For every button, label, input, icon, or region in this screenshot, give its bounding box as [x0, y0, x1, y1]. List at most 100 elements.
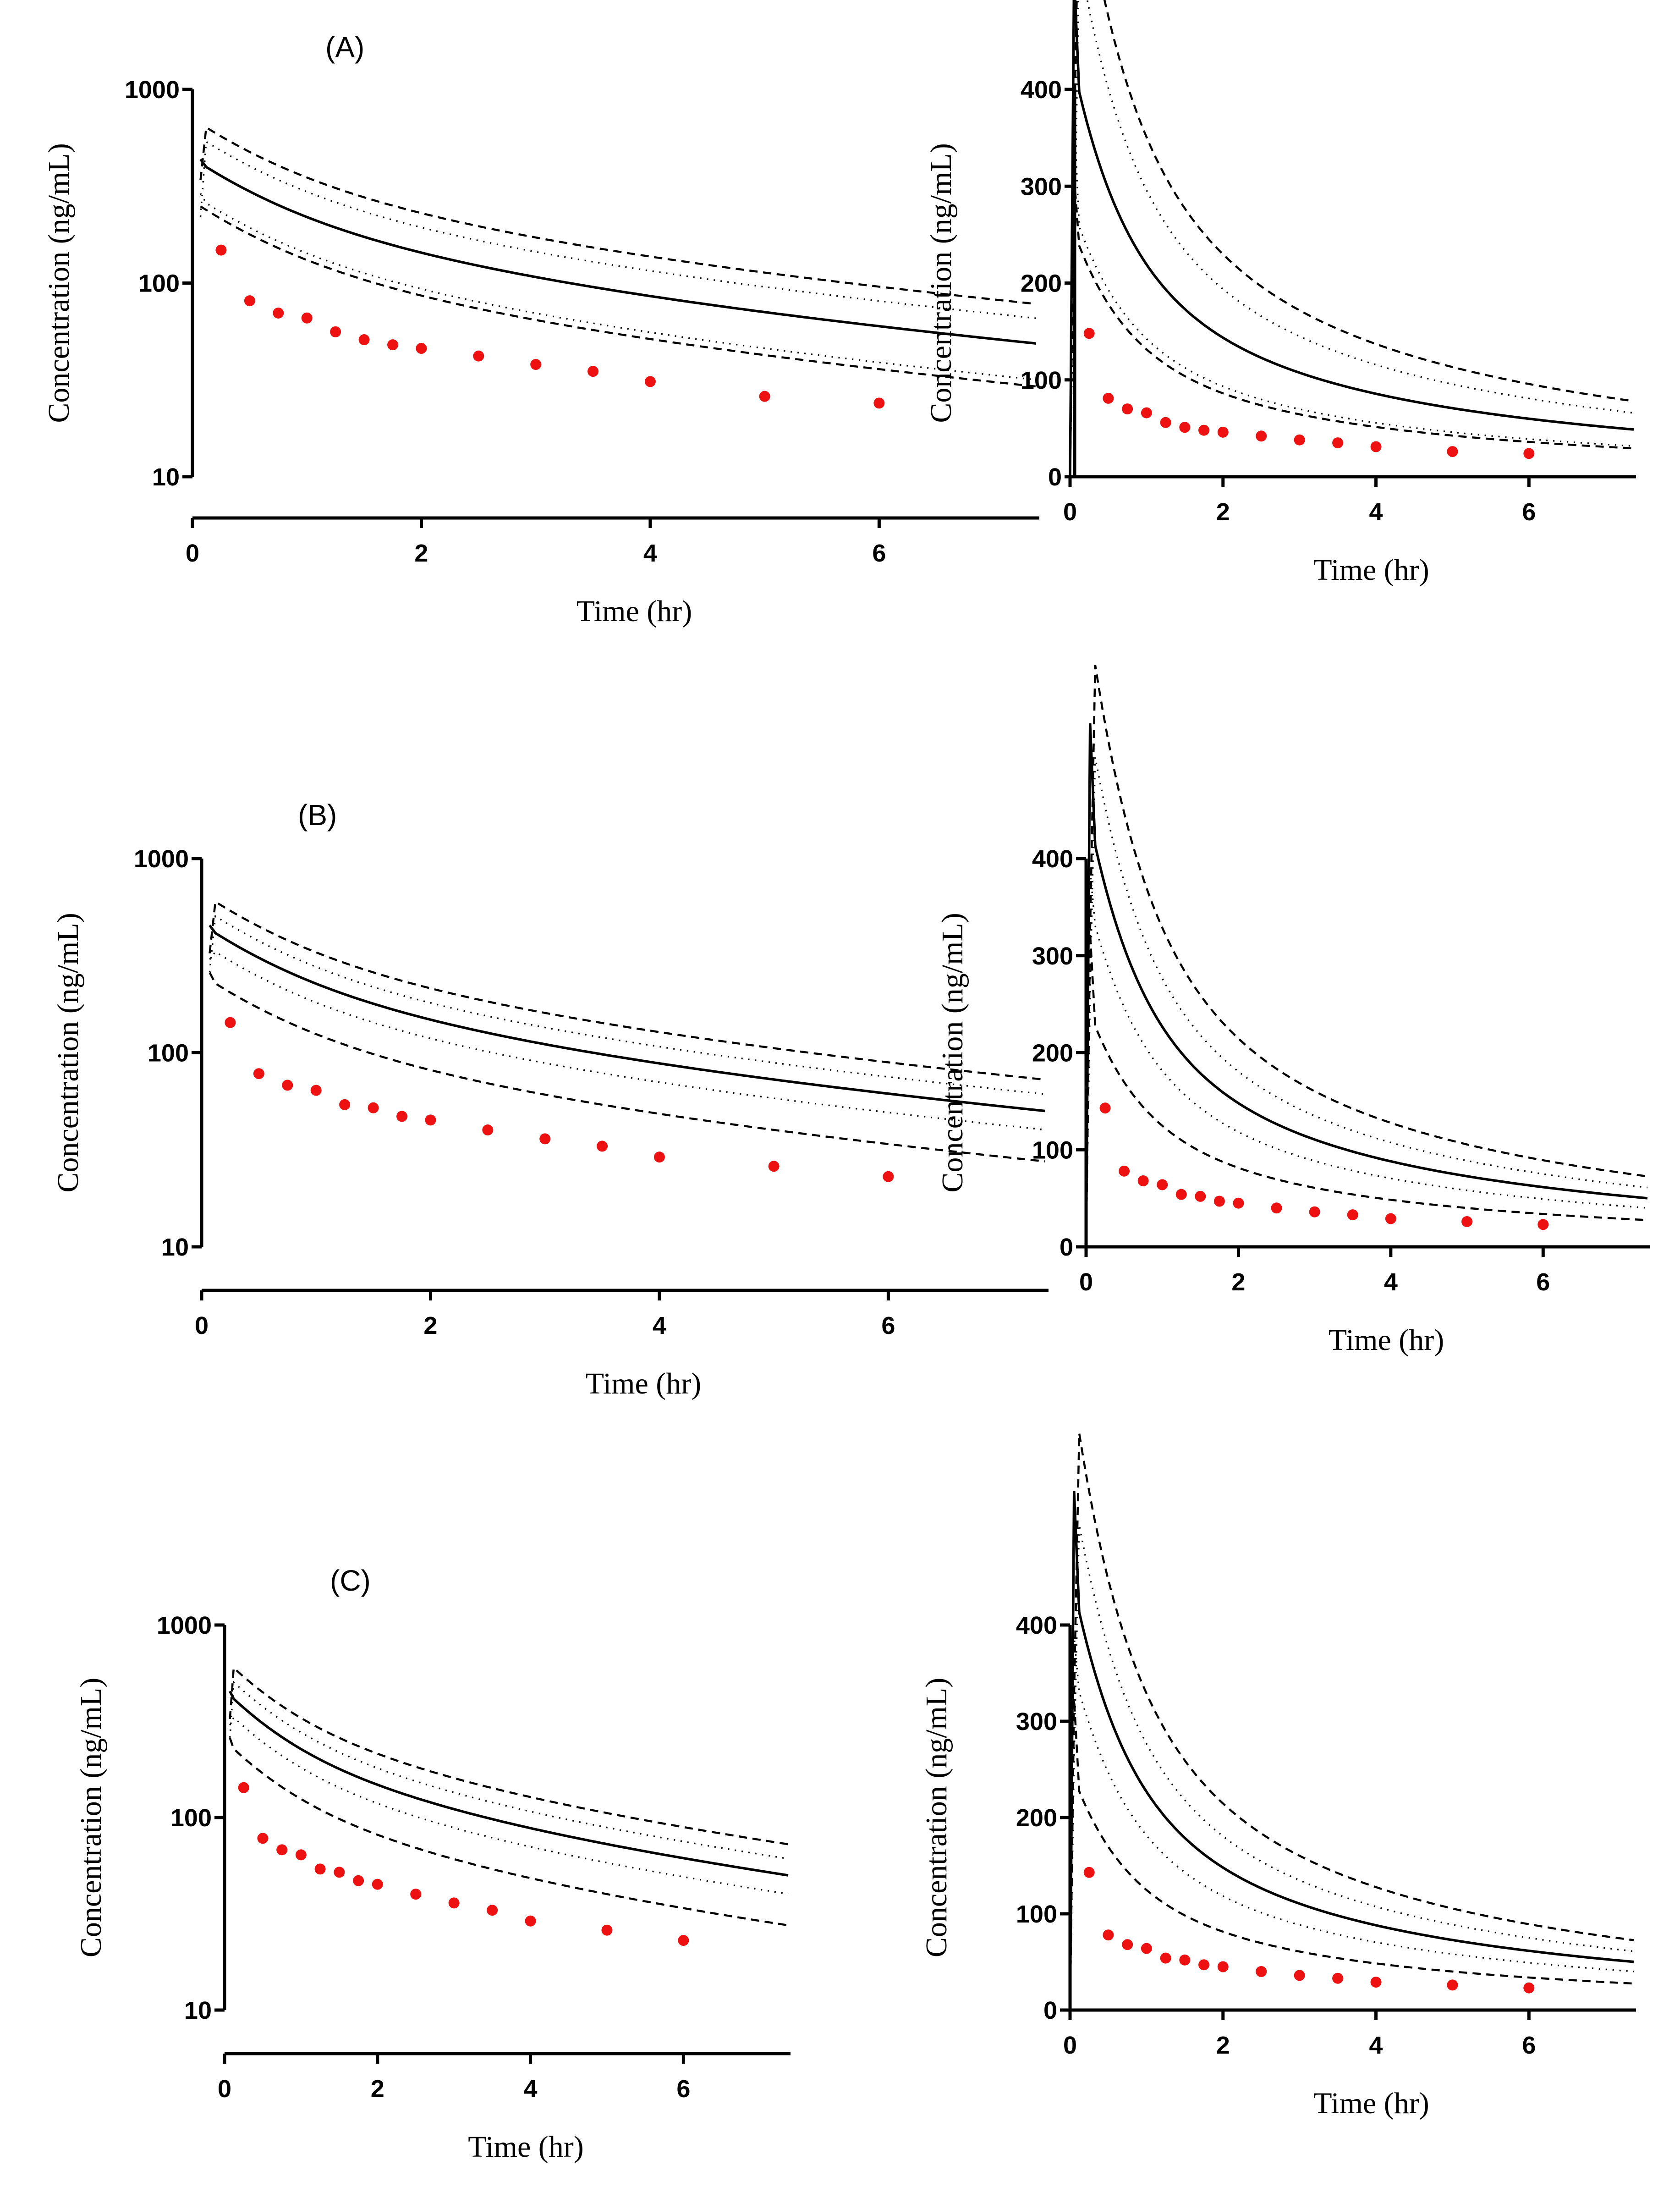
inner-upper-curve	[229, 1680, 789, 1860]
observed-point	[244, 295, 255, 307]
y-tick-label: 100	[170, 1804, 212, 1832]
observed-point	[1103, 1929, 1114, 1941]
observed-point	[1523, 448, 1535, 459]
x-tick-label: 6	[881, 1312, 895, 1339]
observed-point	[644, 376, 656, 387]
outer-lower-curve	[1085, 932, 1648, 1247]
observed-point	[1198, 424, 1210, 436]
observed-point	[1099, 1102, 1111, 1114]
observed-point	[1122, 1939, 1133, 1950]
y-axis-title: Concentration (ng/mL)	[51, 913, 85, 1192]
observed-point	[225, 1017, 236, 1028]
x-tick-label: 2	[1216, 498, 1230, 526]
observed-point	[1385, 1213, 1396, 1224]
inner-lower-curve	[229, 1716, 789, 1895]
outer-upper-curve	[199, 126, 1036, 305]
x-tick-label: 0	[186, 540, 199, 567]
observed-point	[1294, 434, 1305, 446]
x-tick-label: 4	[653, 1312, 666, 1339]
observed-point	[1119, 1165, 1130, 1177]
inner-upper-curve	[1069, 1524, 1634, 2011]
observed-point	[1213, 1195, 1225, 1207]
y-tick-label: 200	[1016, 1804, 1057, 1832]
observed-point	[1256, 430, 1267, 442]
outer-upper-curve	[209, 900, 1045, 1081]
observed-point	[358, 334, 370, 346]
x-tick-label: 0	[1063, 498, 1077, 526]
y-axis-title: Concentration (ng/mL)	[936, 913, 969, 1192]
x-tick-label: 6	[676, 2075, 690, 2103]
observed-point	[1217, 1961, 1229, 1972]
y-tick-label: 100	[1016, 1901, 1057, 1928]
inner-lower-curve	[1069, 115, 1634, 477]
observed-point	[530, 359, 542, 370]
observed-point	[295, 1849, 307, 1861]
x-tick-label: 6	[1536, 1268, 1550, 1296]
observed-point	[1141, 407, 1152, 419]
x-tick-label: 2	[423, 1312, 437, 1339]
y-axis-title: Concentration (ng/mL)	[74, 1678, 108, 1957]
chart-A-log: 10 100 1000 0 2 4 6 Time (hr) Concentration (ng/…	[42, 76, 1039, 628]
y-tick-label: 400	[1021, 76, 1062, 104]
observed-point	[1447, 1979, 1458, 1991]
observed-point	[1461, 1216, 1473, 1227]
observed-point	[238, 1782, 249, 1793]
inner-upper-curve	[1069, 0, 1634, 477]
observed-point	[1370, 1977, 1382, 1988]
chart-C-linear: 0 100 200 300 400 0 2 4 6 Time (hr) Concentration …	[920, 1433, 1636, 2120]
y-tick-label: 200	[1021, 270, 1062, 297]
observed-point	[410, 1889, 422, 1900]
y-tick-label: 100	[148, 1040, 189, 1067]
observed-point	[273, 307, 284, 319]
observed-point	[1294, 1970, 1305, 1981]
x-tick-label: 0	[195, 1312, 209, 1339]
observed-point	[1179, 422, 1191, 433]
outer-lower-curve	[229, 1737, 789, 1927]
observed-point	[1083, 328, 1095, 339]
y-tick-label: 0	[1060, 1234, 1073, 1261]
y-tick-label: 400	[1016, 1612, 1057, 1639]
x-axis-title: Time (hr)	[576, 595, 692, 628]
y-axis-title: Concentration (ng/mL)	[924, 143, 958, 423]
x-axis-title: Time (hr)	[1313, 2087, 1429, 2120]
median-curve	[1085, 723, 1648, 1247]
y-axis-title: Concentration (ng/mL)	[920, 1678, 953, 1957]
median-curve	[229, 1691, 789, 1877]
observed-point	[1347, 1209, 1358, 1221]
x-tick-label: 4	[1384, 1268, 1398, 1296]
observed-point	[597, 1140, 608, 1152]
x-tick-label: 0	[1063, 2032, 1077, 2059]
observed-point	[1332, 1972, 1344, 1984]
outer-upper-curve	[1085, 665, 1648, 1247]
outer-upper-curve	[1069, 0, 1634, 477]
y-tick-label: 100	[138, 270, 180, 297]
observed-point	[1537, 1219, 1549, 1230]
chart-A-linear: 0 100 200 300 400 0 2 4 6 Time (hr) Concentration …	[924, 0, 1636, 587]
chart-B-log: 10 100 1000 0 2 4 6 Time (hr) Concentration (ng/…	[51, 845, 1049, 1400]
y-tick-label: 1000	[157, 1612, 212, 1639]
observed-point	[873, 397, 885, 409]
observed-point	[1332, 437, 1344, 449]
observed-point	[1523, 1982, 1535, 1994]
x-axis-title: Time (hr)	[586, 1367, 701, 1400]
observed-point	[448, 1897, 460, 1909]
observed-point	[330, 326, 341, 337]
y-tick-label: 200	[1032, 1040, 1073, 1067]
x-tick-label: 6	[1522, 2032, 1536, 2059]
x-tick-label: 0	[218, 2075, 231, 2103]
observed-point	[1198, 1959, 1210, 1971]
observed-point	[387, 339, 399, 351]
median-curve	[1069, 1491, 1634, 2011]
y-tick-label: 300	[1016, 1708, 1057, 1735]
y-tick-label: 0	[1048, 463, 1062, 491]
observed-point	[416, 342, 427, 354]
observed-point	[1233, 1197, 1244, 1209]
outer-lower-curve	[200, 205, 1036, 388]
x-axis-title: Time (hr)	[1313, 553, 1429, 587]
observed-point	[1141, 1943, 1152, 1954]
observed-point	[1256, 1966, 1267, 1977]
y-tick-label: 300	[1032, 942, 1073, 970]
panel-label-c: (C)	[330, 1564, 371, 1597]
chart-C-log: 10 100 1000 0 2 4 6 Time (hr) Concentration (ng/…	[74, 1612, 791, 2164]
